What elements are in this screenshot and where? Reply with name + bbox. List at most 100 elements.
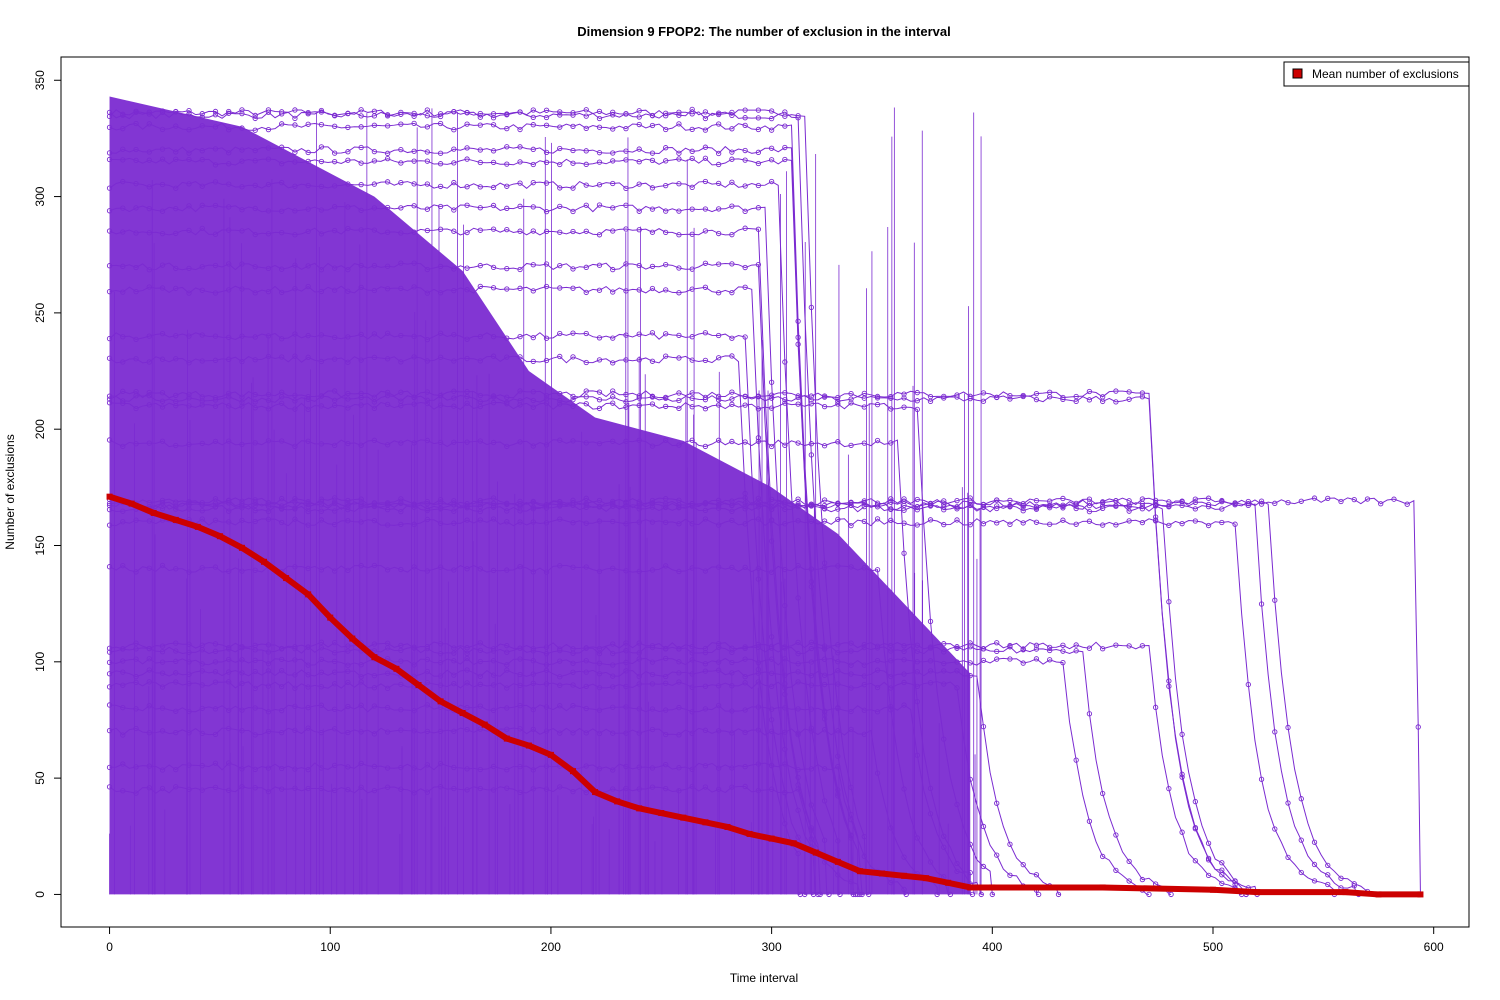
trace-point	[504, 705, 510, 711]
trace-point	[477, 184, 483, 190]
trace-point	[1047, 657, 1053, 663]
trace-line	[109, 401, 995, 895]
trace-line	[109, 157, 854, 895]
mean-point	[128, 500, 135, 507]
trace-point	[186, 203, 192, 209]
trace-point	[914, 698, 920, 705]
x-tick-label: 100	[320, 940, 340, 954]
trace-point	[120, 732, 126, 738]
trace-point	[1060, 502, 1066, 508]
trace-point	[199, 661, 205, 667]
trace-point	[424, 113, 430, 119]
trace-point	[583, 289, 589, 296]
trace-point	[159, 728, 166, 734]
trace-point	[808, 452, 814, 458]
trace-point	[1113, 503, 1119, 509]
trace-point	[186, 360, 192, 366]
trace-point	[318, 158, 325, 165]
trace-point	[954, 860, 960, 867]
trace-point	[835, 838, 841, 844]
trace-point	[252, 205, 258, 212]
trace-point	[1338, 498, 1344, 505]
trace-point	[305, 109, 311, 116]
trace-point	[424, 437, 430, 444]
trace-point	[782, 144, 788, 151]
trace-point	[517, 439, 523, 445]
trace-point	[437, 203, 444, 210]
trace-point	[120, 761, 126, 767]
trace-point	[186, 403, 192, 409]
trace-point	[292, 564, 298, 570]
trace-point	[557, 262, 563, 269]
trace-point	[716, 786, 722, 793]
trace-point	[305, 158, 311, 165]
trace-point	[663, 680, 669, 686]
trace-point	[279, 667, 285, 674]
trace-point	[265, 508, 272, 515]
trace-point	[610, 388, 616, 394]
trace-point	[411, 502, 417, 508]
trace-point	[451, 207, 457, 213]
trace-point	[689, 126, 695, 133]
trace-point	[530, 397, 536, 404]
trace-point	[888, 440, 894, 446]
trace-point	[649, 681, 656, 687]
trace-point	[279, 438, 285, 444]
trace-point	[437, 439, 444, 446]
trace-point	[530, 443, 536, 449]
trace-point	[1086, 645, 1093, 651]
trace-point	[106, 437, 113, 443]
trace-point	[279, 707, 285, 714]
trace-point	[530, 288, 536, 294]
trace-point	[755, 394, 762, 400]
trace-point	[1391, 496, 1397, 502]
trace-point	[199, 565, 205, 571]
trace-point	[398, 285, 404, 292]
trace-point	[437, 650, 444, 657]
trace-point	[120, 178, 126, 185]
trace-point	[543, 335, 550, 341]
trace-point	[146, 284, 152, 290]
trace-point	[384, 704, 391, 711]
trace-point	[464, 336, 470, 342]
trace-point	[716, 502, 722, 509]
trace-point	[239, 207, 245, 213]
trace-point	[649, 726, 656, 733]
trace-point	[490, 707, 497, 714]
trace-point	[1179, 731, 1185, 737]
trace-point	[1166, 522, 1172, 529]
trace-point	[636, 287, 642, 293]
trace-point	[424, 149, 430, 155]
mean-point	[503, 735, 510, 742]
trace-point	[888, 707, 894, 713]
trace-point	[159, 767, 166, 773]
trace-point	[146, 333, 152, 339]
trace-line	[109, 785, 863, 895]
trace-point	[649, 765, 656, 771]
individual-trace	[106, 283, 817, 898]
trace-point	[848, 648, 854, 654]
trace-point	[199, 440, 205, 447]
trace-point	[835, 394, 841, 401]
trace-point	[716, 497, 722, 503]
trace-point	[146, 518, 152, 524]
trace-point	[1020, 508, 1026, 514]
trace-point	[398, 230, 404, 236]
trace-point	[371, 763, 378, 770]
trace-point	[159, 146, 166, 152]
trace-point	[477, 392, 483, 399]
trace-point	[146, 440, 152, 446]
trace-point	[464, 787, 470, 793]
trace-point	[212, 669, 219, 675]
trace-point	[424, 358, 430, 364]
trace-point	[941, 736, 947, 742]
trace-point	[543, 681, 550, 687]
trace-point	[702, 284, 709, 290]
trace-point	[292, 183, 298, 189]
trace-point	[901, 679, 907, 686]
trace-point	[1139, 390, 1146, 396]
trace-point	[146, 392, 152, 399]
trace-point	[835, 667, 841, 674]
trace-point	[901, 507, 907, 513]
trace-point	[994, 852, 1000, 858]
